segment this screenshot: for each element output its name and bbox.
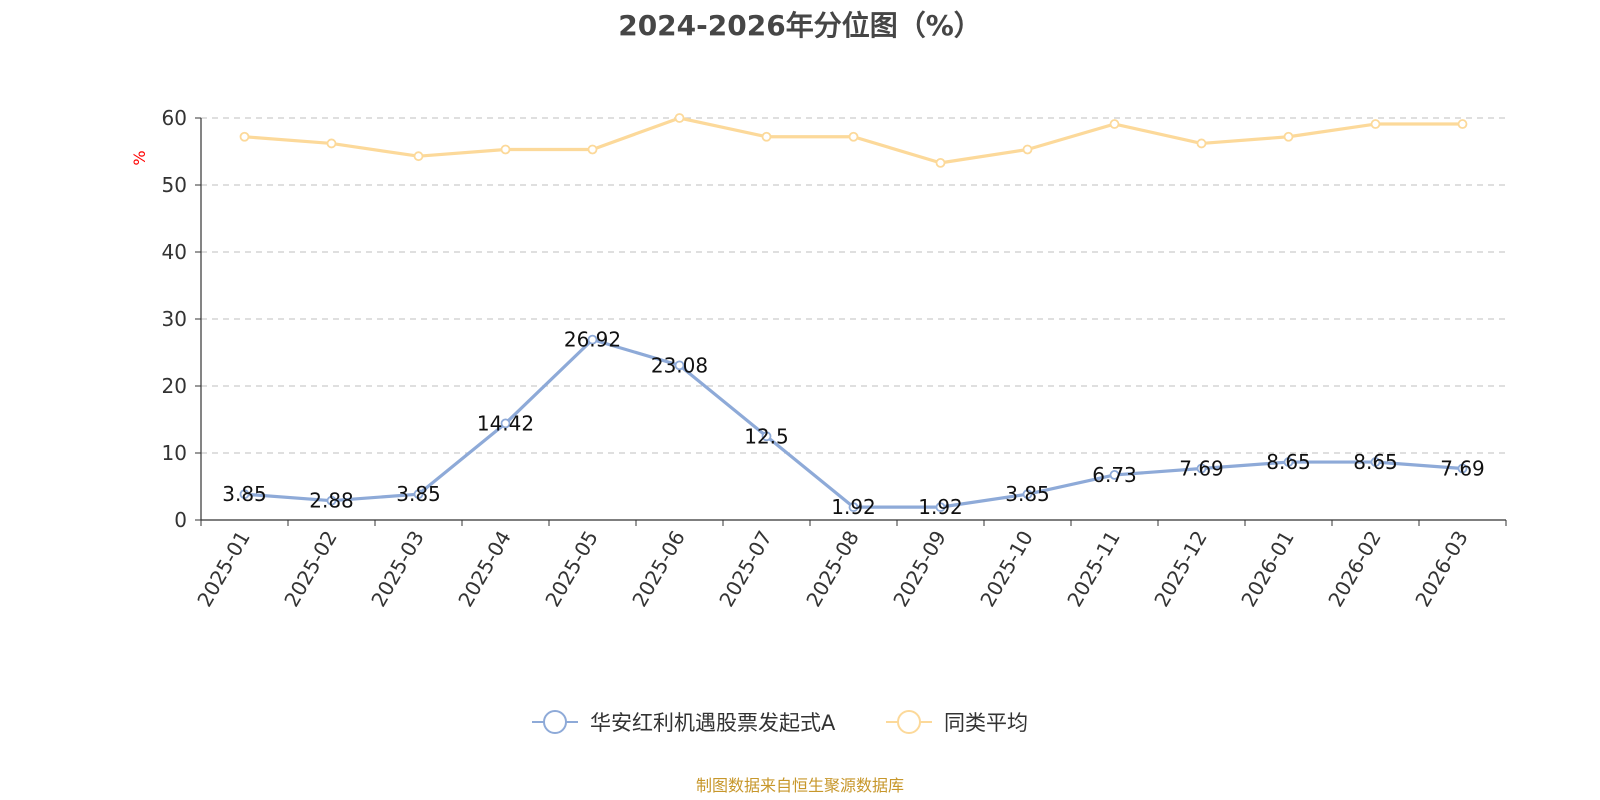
y-tick-label: 10 — [162, 441, 187, 465]
data-point — [326, 138, 337, 149]
y-tick-label: 60 — [162, 106, 187, 130]
y-tick-label: 20 — [162, 374, 187, 398]
x-tick-label: 2026-01 — [1236, 527, 1299, 611]
data-label: 14.42 — [477, 411, 534, 435]
data-label: 12.5 — [744, 424, 789, 448]
legend-item[interactable]: 华安红利机遇股票发起式A — [532, 710, 836, 735]
data-point — [935, 502, 946, 513]
data-label: 3.85 — [396, 482, 441, 506]
data-label: 23.08 — [651, 353, 708, 377]
data-point — [239, 131, 250, 142]
legend-marker — [897, 710, 921, 734]
data-label: 1.92 — [831, 495, 876, 519]
data-point — [1370, 457, 1381, 467]
data-point — [935, 157, 946, 168]
series-lines — [239, 113, 1468, 513]
chart-title: 2024-2026年分位图（%） — [618, 9, 982, 42]
x-tick-label: 2026-02 — [1323, 527, 1386, 611]
y-axis-label: % — [130, 150, 149, 165]
data-point — [1196, 138, 1207, 149]
y-tick-label: 30 — [162, 307, 187, 331]
data-point — [761, 131, 772, 142]
x-tick-label: 2025-09 — [888, 527, 951, 611]
x-tick-label: 2025-07 — [714, 527, 777, 611]
data-point — [761, 431, 772, 442]
legend-label: 同类平均 — [944, 711, 1028, 735]
data-label: 2.88 — [309, 489, 354, 513]
data-point — [413, 151, 424, 162]
data-point — [848, 131, 859, 142]
data-point — [1283, 131, 1294, 142]
data-point — [674, 360, 685, 371]
data-point — [587, 144, 598, 155]
data-label: 26.92 — [564, 328, 621, 352]
data-label: 1.92 — [918, 495, 963, 519]
y-tick-label: 40 — [162, 240, 187, 264]
data-labels: 3.85 2.88 3.85 14.42 26.92 23.08 12.5 1.92 1.92 3… — [222, 328, 1485, 520]
x-tick-label: 2025-12 — [1149, 527, 1212, 611]
y-tick-label: 50 — [162, 173, 187, 197]
data-point — [326, 495, 337, 506]
data-point — [674, 113, 685, 123]
data-label: 7.69 — [1179, 456, 1224, 480]
grid-lines — [201, 117, 1506, 454]
x-tick-label: 2025-08 — [801, 527, 864, 611]
x-tick-label: 2025-04 — [453, 527, 516, 611]
x-tick-label: 2025-03 — [366, 527, 429, 611]
legend-label: 华安红利机遇股票发起式A — [590, 711, 836, 735]
data-point — [1370, 119, 1381, 129]
data-point — [587, 334, 598, 345]
data-point — [1196, 463, 1207, 474]
x-tick-label: 2025-02 — [279, 527, 342, 611]
x-tick-label: 2025-06 — [627, 527, 690, 611]
x-tick-label: 2025-01 — [192, 527, 255, 611]
data-label: 7.69 — [1440, 456, 1485, 480]
data-point — [413, 489, 424, 500]
x-tick-label: 2025-10 — [975, 527, 1038, 611]
x-tick-label: 2025-05 — [540, 527, 603, 611]
legend[interactable]: 华安红利机遇股票发起式A 同类平均 — [532, 710, 1028, 735]
axes: 0 10 20 30 40 50 60% 2025-01 2025-02 2025-03 2025-… — [130, 106, 1507, 611]
data-point — [1283, 457, 1294, 467]
legend-item[interactable]: 同类平均 — [886, 710, 1028, 735]
y-tick-label: 0 — [174, 508, 187, 532]
data-point — [848, 502, 859, 513]
data-point — [1109, 470, 1120, 480]
data-point — [1022, 489, 1033, 500]
data-point — [1457, 463, 1468, 474]
data-point — [239, 489, 250, 500]
legend-marker — [543, 710, 567, 734]
data-label: 8.65 — [1353, 450, 1398, 474]
data-point — [1022, 144, 1033, 155]
data-label: 6.73 — [1092, 463, 1137, 487]
source-note: 制图数据来自恒生聚源数据库 — [695, 776, 904, 795]
x-tick-label: 2025-11 — [1062, 527, 1125, 611]
data-point — [500, 418, 511, 429]
data-point — [1457, 119, 1468, 129]
data-point — [500, 144, 511, 155]
data-label: 8.65 — [1266, 450, 1311, 474]
x-tick-label: 2026-03 — [1410, 527, 1473, 611]
data-label: 3.85 — [222, 482, 267, 506]
data-point — [1109, 119, 1120, 129]
data-label: 3.85 — [1005, 482, 1050, 506]
